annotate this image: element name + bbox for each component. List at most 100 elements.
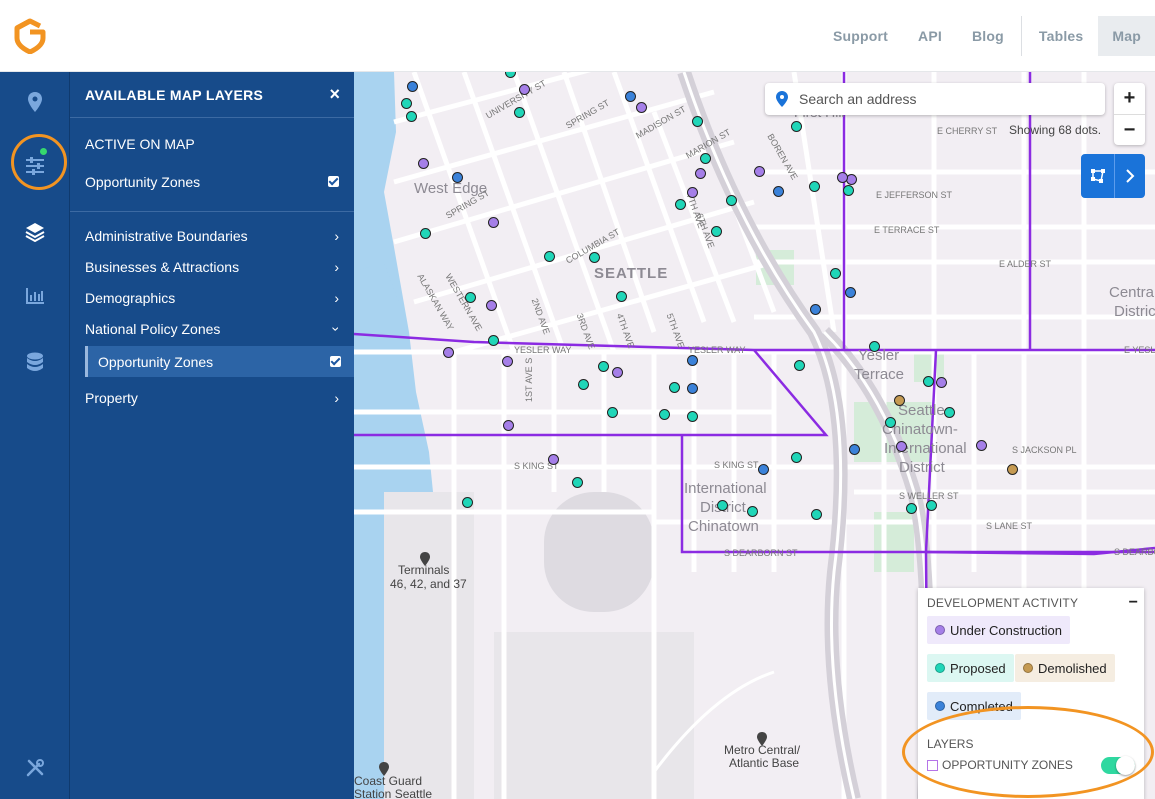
development-dot[interactable] <box>488 335 499 346</box>
zoom-in-button[interactable]: + <box>1123 87 1136 109</box>
map-pin-icon[interactable] <box>0 82 69 122</box>
chevron-right-icon[interactable] <box>1114 154 1145 198</box>
development-dot[interactable] <box>519 84 530 95</box>
development-dot[interactable] <box>418 158 429 169</box>
development-dot[interactable] <box>926 500 937 511</box>
development-dot[interactable] <box>837 172 848 183</box>
nav-api[interactable]: API <box>918 28 942 44</box>
development-dot[interactable] <box>607 407 618 418</box>
draw-polygon-icon[interactable] <box>1081 154 1114 198</box>
development-dot[interactable] <box>758 464 769 475</box>
development-dot[interactable] <box>885 417 896 428</box>
development-dot[interactable] <box>754 166 765 177</box>
nav-support[interactable]: Support <box>832 28 889 44</box>
development-dot[interactable] <box>747 506 758 517</box>
address-search[interactable] <box>765 83 1105 115</box>
development-dot[interactable] <box>894 395 905 406</box>
development-dot[interactable] <box>695 168 706 179</box>
development-dot[interactable] <box>791 452 802 463</box>
development-dot[interactable] <box>791 121 802 132</box>
bar-chart-icon[interactable] <box>0 276 69 316</box>
minimize-icon[interactable]: − <box>1128 594 1138 611</box>
tools-icon[interactable] <box>0 748 69 788</box>
legend-demolished[interactable]: Demolished <box>1015 654 1115 682</box>
draw-tool-button[interactable] <box>1081 154 1145 198</box>
development-dot[interactable] <box>923 376 934 387</box>
sublayer-opportunity-zones[interactable]: Opportunity Zones <box>85 346 354 377</box>
development-dot[interactable] <box>514 107 525 118</box>
development-dot[interactable] <box>578 379 589 390</box>
logo-icon[interactable] <box>12 18 48 55</box>
nav-blog[interactable]: Blog <box>971 28 1004 44</box>
development-dot[interactable] <box>773 186 784 197</box>
development-dot[interactable] <box>726 195 737 206</box>
development-dot[interactable] <box>809 181 820 192</box>
development-dot[interactable] <box>486 300 497 311</box>
category-businesses-attractions[interactable]: Businesses & Attractions › <box>70 251 354 282</box>
category-property[interactable]: Property › <box>70 382 354 413</box>
development-dot[interactable] <box>669 382 680 393</box>
legend-under-construction[interactable]: Under Construction <box>927 616 1070 644</box>
active-layer-row[interactable]: Opportunity Zones <box>85 166 339 197</box>
sublayer-checkbox[interactable] <box>330 356 341 367</box>
category-demographics[interactable]: Demographics › <box>70 282 354 313</box>
development-dot[interactable] <box>717 500 728 511</box>
search-input[interactable] <box>799 91 1089 107</box>
map-canvas[interactable]: West Edge SEATTLE Yesler Terrace Seattle Chin… <box>354 72 1155 799</box>
development-dot[interactable] <box>503 420 514 431</box>
development-dot[interactable] <box>406 111 417 122</box>
development-dot[interactable] <box>462 497 473 508</box>
development-dot[interactable] <box>544 251 555 262</box>
development-dot[interactable] <box>687 355 698 366</box>
active-layer-checkbox[interactable] <box>328 176 339 187</box>
category-administrative-boundaries[interactable]: Administrative Boundaries › <box>70 220 354 251</box>
nav-tables[interactable]: Tables <box>1038 28 1084 44</box>
development-dot[interactable] <box>598 361 609 372</box>
category-national-policy-zones[interactable]: National Policy Zones › <box>70 313 354 344</box>
development-dot[interactable] <box>944 407 955 418</box>
development-dot[interactable] <box>936 377 947 388</box>
development-dot[interactable] <box>616 291 627 302</box>
development-dot[interactable] <box>589 252 600 263</box>
development-dot[interactable] <box>407 81 418 92</box>
sublayer-label: Opportunity Zones <box>98 353 214 370</box>
development-dot[interactable] <box>675 199 686 210</box>
development-dot[interactable] <box>452 172 463 183</box>
development-dot[interactable] <box>687 411 698 422</box>
development-dot[interactable] <box>794 360 805 371</box>
development-dot[interactable] <box>488 217 499 228</box>
development-dot[interactable] <box>401 98 412 109</box>
database-icon[interactable] <box>0 342 69 382</box>
development-dot[interactable] <box>692 116 703 127</box>
development-dot[interactable] <box>849 444 860 455</box>
development-dot[interactable] <box>843 185 854 196</box>
development-dot[interactable] <box>625 91 636 102</box>
layers-icon[interactable] <box>0 212 69 252</box>
development-dot[interactable] <box>810 304 821 315</box>
development-dot[interactable] <box>711 226 722 237</box>
development-dot[interactable] <box>502 356 513 367</box>
development-dot[interactable] <box>612 367 623 378</box>
development-dot[interactable] <box>869 341 880 352</box>
development-dot[interactable] <box>906 503 917 514</box>
close-icon[interactable]: × <box>329 84 340 104</box>
development-dot[interactable] <box>636 102 647 113</box>
legend-proposed[interactable]: Proposed <box>927 654 1014 682</box>
development-dot[interactable] <box>687 383 698 394</box>
development-dot[interactable] <box>1007 464 1018 475</box>
development-dot[interactable] <box>687 187 698 198</box>
development-dot[interactable] <box>443 347 454 358</box>
development-dot[interactable] <box>548 454 559 465</box>
development-dot[interactable] <box>420 228 431 239</box>
development-dot[interactable] <box>572 477 583 488</box>
development-dot[interactable] <box>830 268 841 279</box>
development-dot[interactable] <box>465 292 476 303</box>
development-dot[interactable] <box>700 153 711 164</box>
zoom-out-button[interactable]: − <box>1114 114 1145 145</box>
nav-map[interactable]: Map <box>1098 16 1155 56</box>
development-dot[interactable] <box>976 440 987 451</box>
development-dot[interactable] <box>845 287 856 298</box>
development-dot[interactable] <box>659 409 670 420</box>
development-dot[interactable] <box>896 441 907 452</box>
development-dot[interactable] <box>811 509 822 520</box>
